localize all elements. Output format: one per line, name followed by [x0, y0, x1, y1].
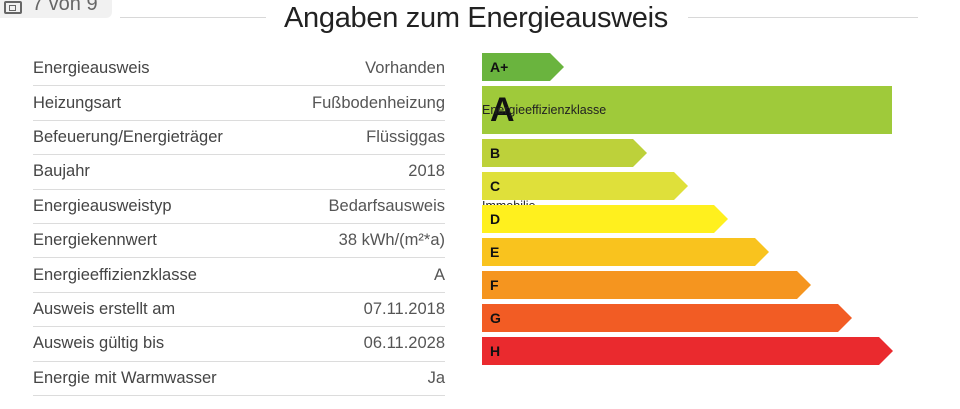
row-label: Befeuerung/Energieträger	[33, 127, 223, 146]
row-value: 2018	[408, 162, 445, 181]
row-label: Energieausweistyp	[33, 196, 172, 215]
row-label: Energiekennwert	[33, 231, 157, 250]
row-value: Bedarfsausweis	[328, 196, 445, 215]
gallery-icon	[4, 1, 22, 14]
row-label: Ausweis gültig bis	[33, 334, 165, 353]
table-row: Energie mit Warmwasser Ja	[33, 362, 445, 396]
row-label: Heizungsart	[33, 93, 122, 112]
table-row: Heizungsart Fußbodenheizung	[33, 86, 445, 121]
energy-class-label: G	[490, 310, 501, 326]
row-value: Fußbodenheizung	[311, 93, 445, 112]
table-row: Energieeffizienzklasse A	[33, 258, 445, 293]
energy-efficiency-scale: A+AEnergieeffizienzklasse der ImmobilieB…	[482, 53, 912, 368]
page-title: Angaben zum Energieausweis	[284, 2, 668, 34]
row-label: Baujahr	[33, 162, 90, 181]
energy-class-label: F	[490, 277, 499, 293]
title-divider-left	[120, 17, 266, 18]
energy-class-label: D	[490, 211, 501, 227]
row-value: 38 kWh/(m²*a)	[338, 231, 445, 250]
image-counter-text: 7 von 9	[32, 0, 98, 15]
row-value: Vorhanden	[365, 59, 445, 78]
energy-class-label: A	[490, 91, 515, 129]
table-row: Energieausweis Vorhanden	[33, 52, 445, 87]
energy-class-label: C	[490, 178, 501, 194]
section-header: Angaben zum Energieausweis	[0, 0, 960, 38]
energy-class-label: H	[490, 343, 501, 359]
table-row: Befeuerung/Energieträger Flüssiggas	[33, 121, 445, 156]
table-row: Ausweis gültig bis 06.11.2028	[33, 327, 445, 362]
energy-info-table: Energieausweis Vorhanden Heizungsart Fußbod…	[33, 52, 445, 396]
row-value: A	[433, 265, 445, 284]
table-row: Ausweis erstellt am 07.11.2018	[33, 293, 445, 328]
table-row: Energieausweistyp Bedarfsausweis	[33, 190, 445, 224]
row-label: Energie mit Warmwasser	[33, 368, 217, 387]
title-divider-right	[688, 17, 918, 18]
image-counter[interactable]: 7 von 9	[0, 0, 112, 18]
energy-class-label: B	[490, 145, 501, 161]
row-value: 07.11.2018	[363, 299, 445, 318]
table-row: Energiekennwert 38 kWh/(m²*a)	[33, 224, 445, 259]
energy-class-label: A+	[490, 59, 509, 75]
row-label: Ausweis erstellt am	[33, 299, 176, 318]
table-row: Baujahr 2018	[33, 155, 445, 190]
row-value: 06.11.2028	[363, 334, 445, 353]
energy-class-label: E	[490, 244, 500, 260]
row-value: Ja	[427, 368, 445, 387]
row-label: Energieeffizienzklasse	[33, 265, 197, 284]
row-label: Energieausweis	[33, 59, 150, 78]
row-value: Flüssiggas	[366, 127, 445, 146]
